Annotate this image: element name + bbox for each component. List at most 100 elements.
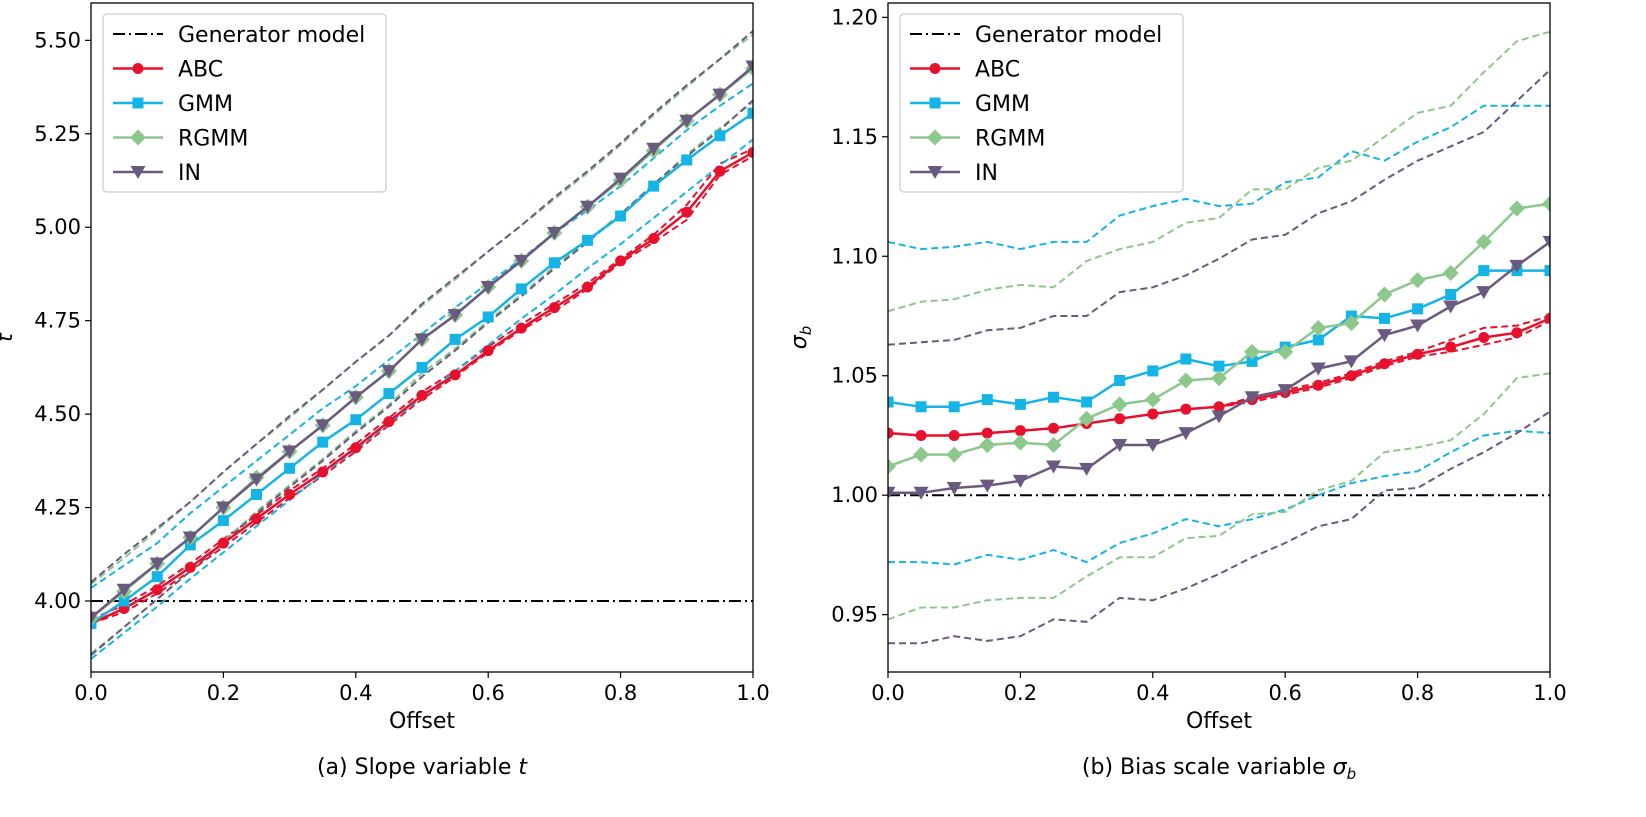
legend-marker-in	[130, 166, 146, 179]
plot-area	[888, 30, 1550, 645]
rgmm-point	[1211, 370, 1227, 387]
gmm-point	[1379, 312, 1390, 324]
legend-label-gmm: GMM	[178, 92, 233, 117]
caption-var: t	[518, 755, 528, 780]
y-tick-label: 0.95	[831, 603, 878, 627]
in-point	[182, 531, 198, 545]
gmm-point	[714, 130, 726, 142]
in-point	[1112, 439, 1128, 453]
abc-point	[151, 584, 163, 596]
in-band-lower	[91, 99, 753, 656]
caption-sub: b	[1347, 765, 1357, 783]
rgmm-point	[1376, 286, 1393, 303]
abc-point	[1147, 408, 1159, 420]
legend-label-in: IN	[975, 161, 998, 186]
abc-line	[91, 151, 753, 625]
series-abc	[888, 312, 1550, 441]
panel-bias-scale-sigma-b: 0.0 0.2 0.4 0.6 0.8 1.0 0.95 1.00 1.05 1.10 1.15 1.…	[787, 2, 1567, 783]
in-point	[1542, 235, 1550, 249]
in-point	[946, 482, 962, 496]
in-point	[1343, 355, 1359, 369]
gmm-point	[284, 462, 296, 474]
rgmm-point	[979, 437, 996, 454]
x-tick-label: 0.2	[207, 681, 240, 705]
abc-point	[1511, 327, 1523, 339]
gmm-point	[1048, 391, 1059, 403]
abc-point	[284, 488, 296, 500]
abc-point	[482, 345, 494, 357]
in-point	[1509, 259, 1525, 273]
rgmm-point	[1045, 437, 1062, 454]
in-point	[447, 309, 463, 323]
in-band-upper	[888, 69, 1550, 346]
gmm-point	[1544, 265, 1550, 277]
abc-point	[888, 427, 894, 439]
legend-marker-gmm	[929, 97, 941, 109]
y-tick-label: 5.00	[34, 215, 81, 239]
y-tick-label: 1.20	[831, 5, 878, 29]
in-point	[679, 114, 695, 128]
legend: Generator model ABC GMM RGMM IN	[899, 13, 1184, 193]
gmm-point	[548, 257, 560, 269]
abc-point	[582, 281, 593, 293]
gmm-point	[747, 107, 753, 119]
caption-var: σ	[1333, 755, 1348, 780]
legend-label-rgmm: RGMM	[975, 127, 1045, 152]
legend-box	[899, 13, 1184, 193]
y-axis-label-var: t	[0, 332, 18, 342]
abc-point	[1445, 341, 1457, 353]
abc-point	[1544, 312, 1550, 324]
in-point	[249, 473, 264, 487]
abc-point	[1014, 425, 1026, 437]
rgmm-point	[1244, 343, 1261, 360]
rgmm-point	[888, 458, 896, 475]
legend-marker-rgmm	[927, 129, 943, 146]
abc-point	[1379, 358, 1390, 370]
rgmm-point	[1111, 396, 1128, 413]
in-point	[215, 501, 231, 515]
in-point	[513, 254, 529, 268]
gmm-point	[118, 595, 130, 607]
panel-caption: (a) Slope variable t	[317, 755, 528, 780]
legend-label-rgmm: RGMM	[178, 127, 248, 152]
gmm-band-lower	[888, 429, 1550, 566]
gmm-point	[648, 180, 660, 192]
y-tick-label: 4.50	[34, 402, 81, 426]
legend-marker-rgmm	[130, 129, 146, 146]
gmm-point	[151, 571, 163, 583]
x-axis-label: Offset	[1186, 709, 1252, 734]
gmm-point	[1014, 398, 1026, 410]
gmm-point	[1445, 288, 1457, 300]
plot-area	[91, 30, 753, 660]
y-axis-label-sub: b	[797, 326, 815, 336]
legend-label-generator-model: Generator model	[178, 23, 365, 48]
gmm-point	[217, 515, 229, 527]
y-tick-label: 5.50	[34, 28, 81, 52]
abc-point	[383, 416, 395, 428]
abc-point	[1478, 332, 1490, 343]
abc-point	[1345, 370, 1357, 382]
in-point	[348, 391, 364, 405]
abc-band-lower	[91, 155, 753, 625]
y-tick-label: 1.05	[831, 364, 878, 388]
in-band-upper	[91, 30, 753, 584]
x-tick-label: 0.4	[1136, 681, 1169, 705]
gmm-point	[1478, 265, 1490, 277]
in-point	[546, 226, 562, 240]
x-tick-label: 1.0	[736, 681, 769, 705]
y-tick-label: 1.10	[831, 244, 878, 268]
y-tick-label: 4.75	[34, 309, 81, 333]
in-point	[480, 281, 496, 295]
legend-label-in: IN	[178, 161, 201, 186]
abc-point	[548, 302, 560, 314]
y-tick-label: 1.15	[831, 125, 878, 149]
gmm-point	[383, 388, 395, 400]
abc-point	[515, 322, 527, 334]
rgmm-point	[1409, 272, 1426, 289]
x-tick-label: 0.2	[1004, 681, 1037, 705]
gmm-band-upper	[91, 82, 753, 589]
x-tick-label: 1.0	[1533, 681, 1566, 705]
rgmm-point	[1442, 264, 1459, 281]
abc-point	[449, 369, 461, 381]
